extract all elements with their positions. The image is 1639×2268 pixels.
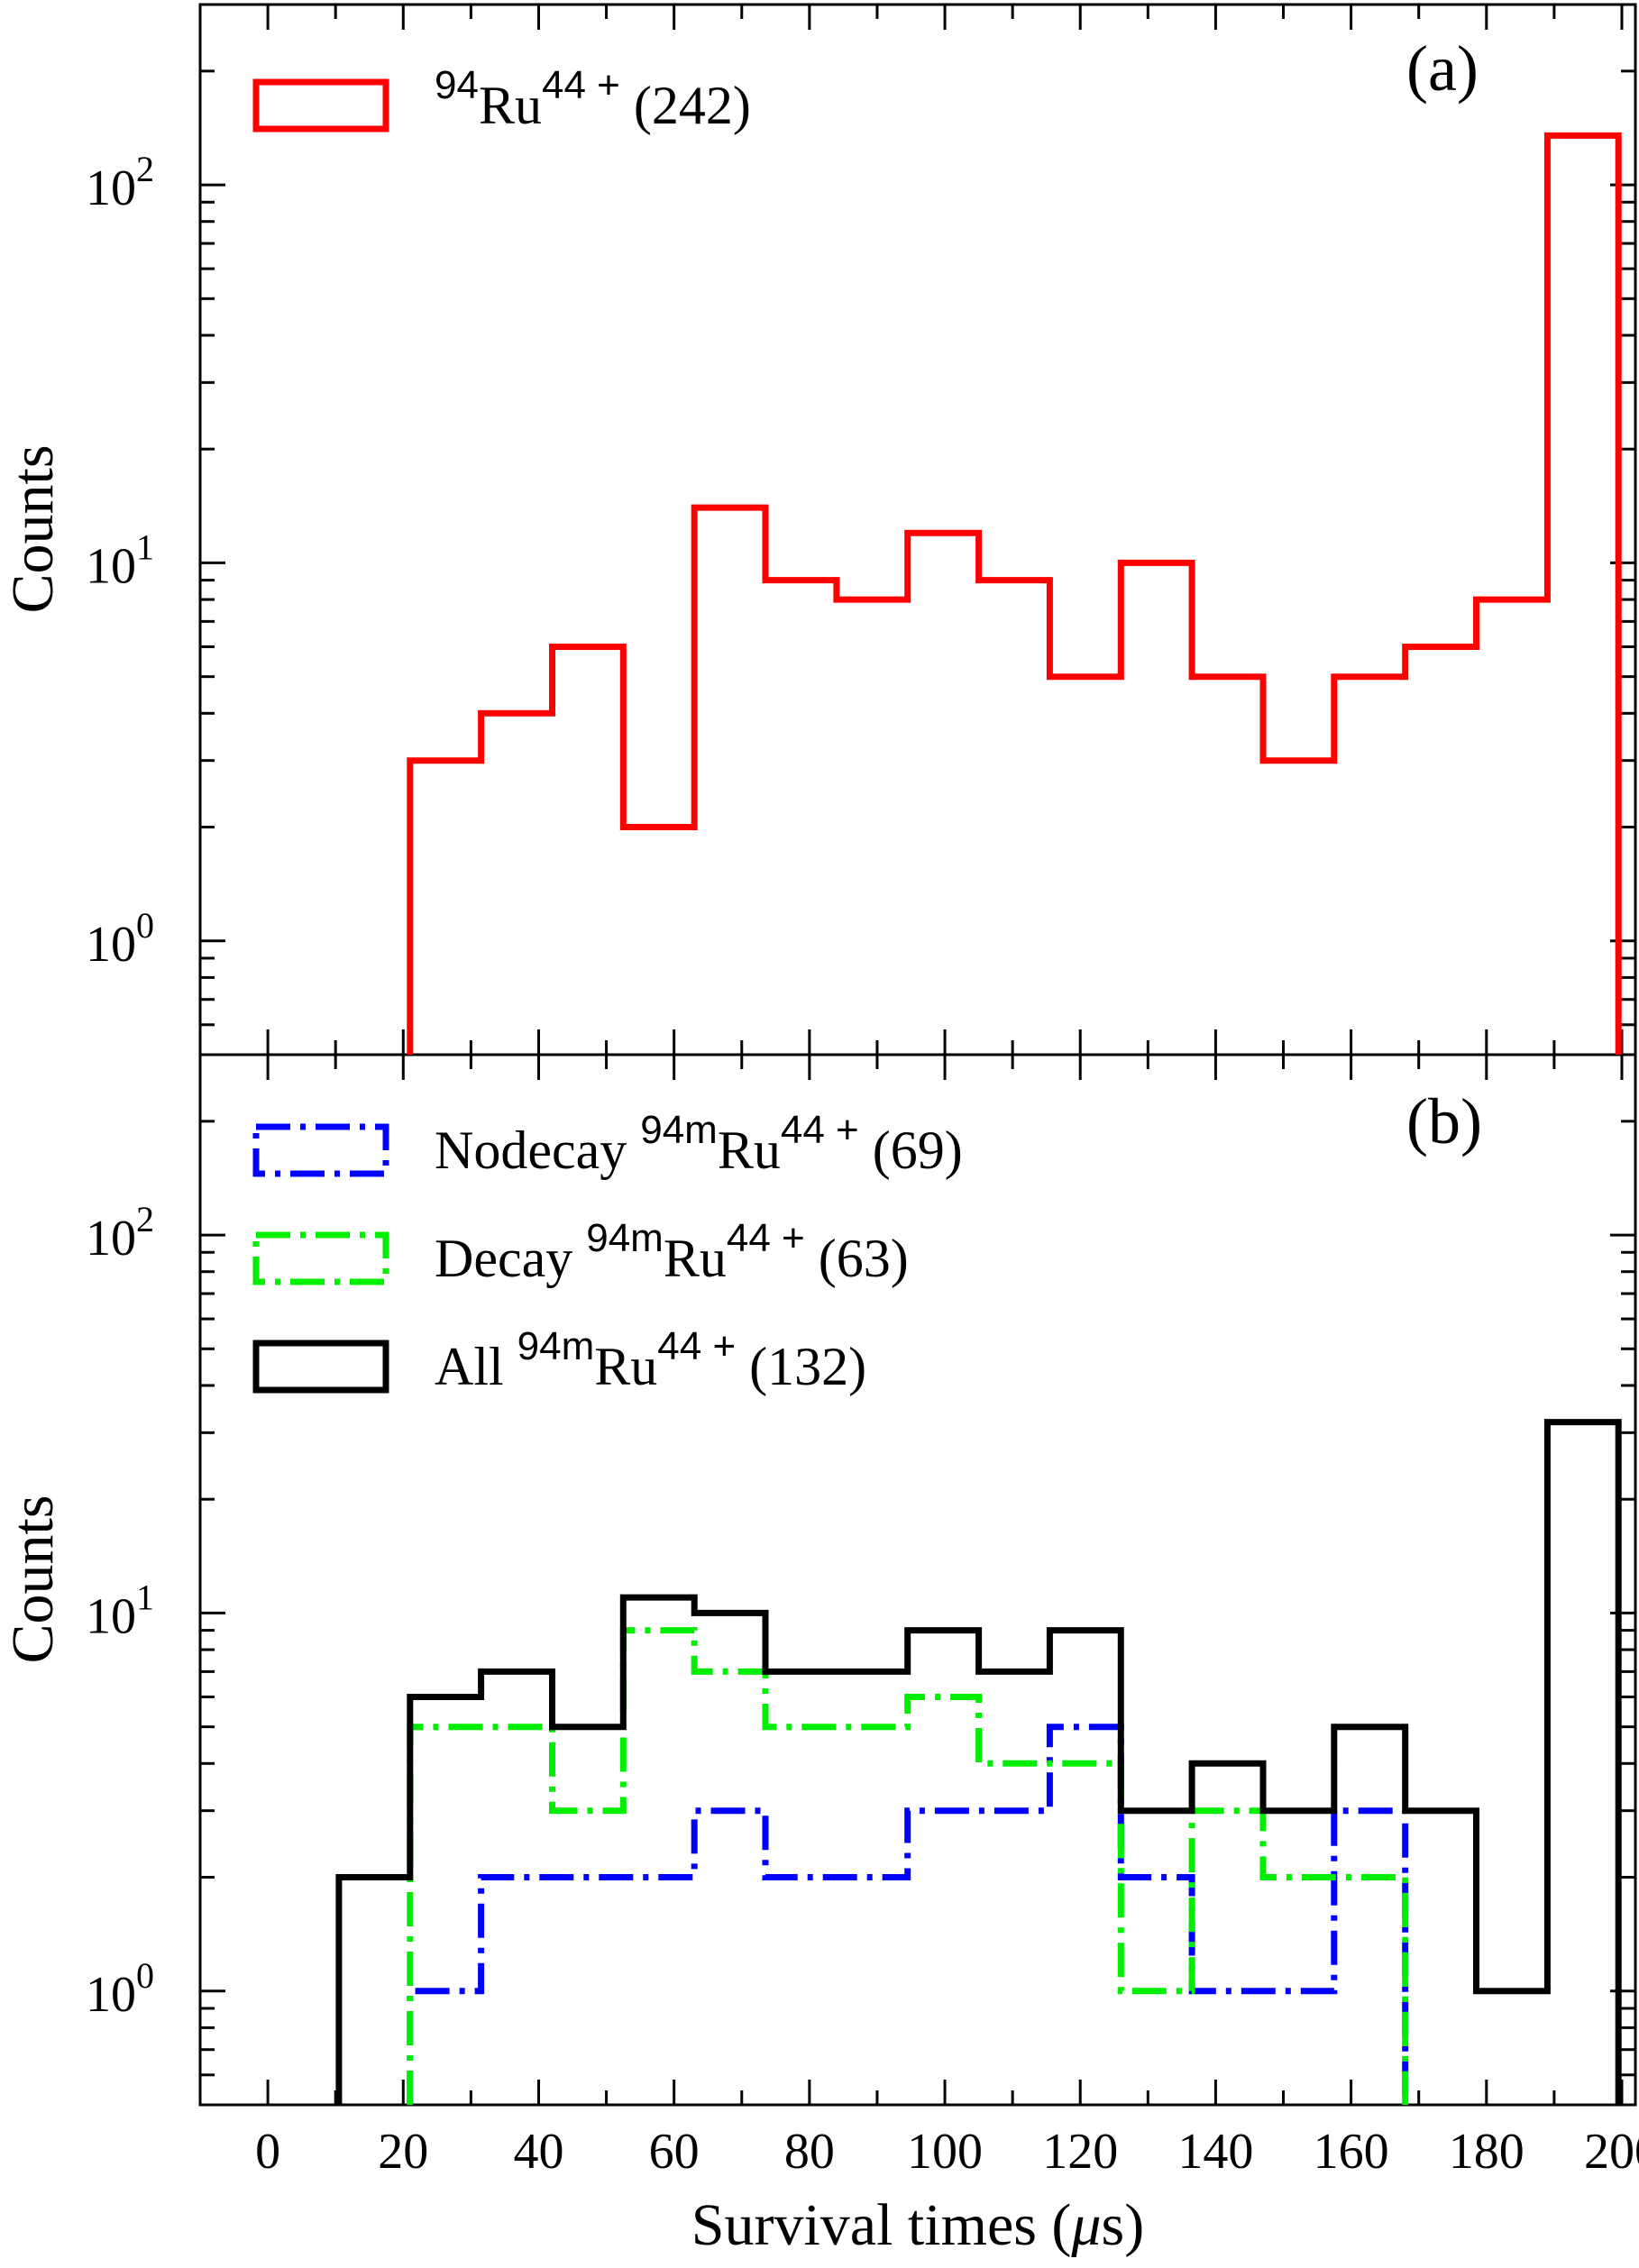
panel-a-legend-swatch-0 [252,78,389,133]
x-tick-label: 20 [378,2124,428,2180]
panel-b-legend-swatch-1 [252,1231,389,1285]
x-tick-label: 60 [649,2124,700,2180]
panel-b-series-2-line [335,1419,1622,2105]
x-tick-label: 100 [907,2124,983,2180]
panel-b-frame [198,1053,1637,2107]
panel-b-y-tick-label: 102 [86,1199,154,1267]
panel-b-y-tick-label: 101 [86,1577,154,1644]
panel-a-y-tick-label: 100 [86,905,154,973]
x-tick-label: 180 [1449,2124,1525,2180]
panel-a-frame [198,3,1637,1056]
panel-b-y-tick-label: 100 [86,1955,154,2023]
panel-a-series-0-line [407,132,1622,1055]
panel-a-legend-label-0: 94Ru44 + (242) [435,63,751,135]
panel-a-y-axis-label: Counts [0,444,66,613]
x-tick-label: 0 [255,2124,280,2180]
panel-a-label: (a) [1406,32,1479,105]
panel-b-label: (b) [1406,1085,1482,1157]
panel-b-series [335,1419,1622,2105]
x-tick-label: 80 [784,2124,835,2180]
panel-b-legend-label-2: All 94mRu44 + (132) [435,1324,866,1396]
panel-b-series-0-line [407,1724,1409,2105]
panel-b-legend-label-0: Nodecay 94mRu44 + (69) [435,1108,963,1180]
panel-b-y-axis-label: Counts [0,1495,66,1663]
x-tick-label: 120 [1042,2124,1118,2180]
x-tick-label: 40 [513,2124,563,2180]
panel-b-series-1-line [407,1627,1409,2105]
x-axis-label: Survival times (μs) [691,2192,1144,2258]
panel-a-series [407,132,1622,1055]
panel-b-legend-swatch-0 [252,1123,389,1177]
panel-b-legend-swatch-2 [252,1340,389,1394]
panel-b-legend: Nodecay 94mRu44 + (69) Decay 94mRu44 + (6… [252,1108,963,1396]
x-tick-label: 200 [1584,2124,1639,2180]
x-tick-label: 160 [1314,2124,1389,2180]
panel-b-legend-label-1: Decay 94mRu44 + (63) [435,1216,909,1288]
panel-a-legend: 94Ru44 + (242) [252,63,751,135]
panel-a-y-tick-label: 101 [86,526,154,594]
panel-a-y-tick-label: 102 [86,149,154,216]
panel-a-ticks: 100 101 102 [86,3,1635,1056]
panel-b-ticks: 100 101 102 0 20 40 60 80 100 120 140 160 180 200 [86,1053,1639,2180]
x-tick-label: 140 [1177,2124,1253,2180]
